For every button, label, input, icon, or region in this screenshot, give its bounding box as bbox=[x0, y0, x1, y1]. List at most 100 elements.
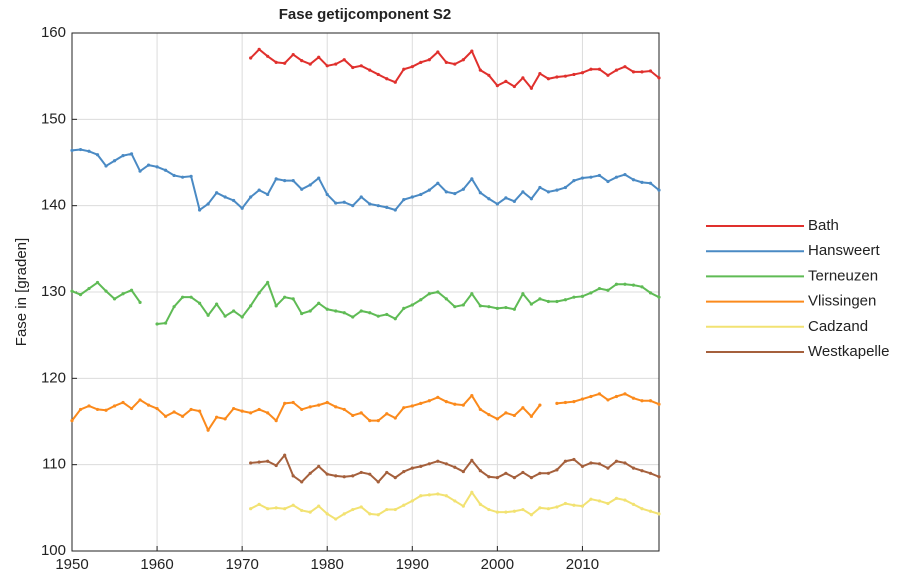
point bbox=[393, 476, 397, 480]
point bbox=[376, 513, 380, 517]
point bbox=[308, 183, 312, 187]
point bbox=[300, 311, 304, 316]
point bbox=[266, 280, 270, 285]
point bbox=[291, 474, 295, 478]
point bbox=[453, 402, 457, 406]
point bbox=[470, 177, 474, 181]
point bbox=[555, 401, 559, 405]
point bbox=[640, 285, 644, 289]
point bbox=[163, 414, 168, 418]
point bbox=[308, 62, 312, 66]
point bbox=[249, 304, 253, 308]
point bbox=[257, 407, 261, 412]
point bbox=[521, 76, 525, 80]
point bbox=[104, 289, 108, 293]
point bbox=[529, 302, 533, 306]
point bbox=[657, 475, 661, 479]
point bbox=[376, 419, 380, 423]
point bbox=[376, 480, 380, 484]
point bbox=[342, 58, 346, 62]
point bbox=[249, 507, 253, 511]
point bbox=[206, 202, 210, 206]
point bbox=[597, 462, 602, 466]
point bbox=[325, 512, 329, 516]
point bbox=[640, 399, 644, 403]
point bbox=[487, 305, 491, 309]
point bbox=[555, 468, 559, 472]
point bbox=[487, 197, 491, 201]
point bbox=[385, 470, 389, 475]
point bbox=[189, 407, 193, 412]
point bbox=[470, 458, 474, 462]
point bbox=[146, 163, 151, 167]
point bbox=[121, 153, 125, 158]
point bbox=[589, 175, 593, 179]
point bbox=[155, 406, 159, 411]
point bbox=[70, 148, 74, 153]
point bbox=[444, 462, 448, 466]
point bbox=[87, 286, 91, 291]
point bbox=[385, 312, 389, 317]
point bbox=[223, 314, 227, 318]
point bbox=[453, 499, 457, 503]
point bbox=[623, 65, 627, 69]
point bbox=[283, 61, 287, 65]
point bbox=[478, 191, 482, 195]
point bbox=[180, 414, 185, 418]
point bbox=[623, 461, 627, 465]
legend-label: Hansweert bbox=[808, 242, 881, 259]
point bbox=[138, 300, 142, 304]
point bbox=[495, 202, 499, 206]
point bbox=[623, 498, 627, 502]
point bbox=[232, 406, 236, 411]
point bbox=[402, 406, 406, 410]
point bbox=[351, 315, 355, 319]
point bbox=[129, 152, 134, 156]
point bbox=[563, 298, 568, 302]
point bbox=[478, 502, 482, 506]
point bbox=[546, 77, 551, 81]
point bbox=[410, 499, 414, 503]
point bbox=[300, 480, 304, 484]
point bbox=[172, 173, 176, 178]
point bbox=[640, 180, 644, 184]
point bbox=[580, 397, 585, 401]
point bbox=[266, 411, 270, 415]
point bbox=[223, 195, 227, 199]
point bbox=[78, 292, 83, 297]
point bbox=[512, 509, 516, 513]
point bbox=[648, 509, 653, 513]
point bbox=[342, 407, 346, 412]
legend-label: Westkapelle bbox=[808, 343, 889, 360]
point bbox=[470, 292, 474, 296]
point bbox=[538, 506, 542, 510]
point bbox=[487, 507, 491, 512]
point bbox=[368, 419, 372, 423]
point bbox=[623, 282, 627, 286]
point bbox=[70, 289, 74, 293]
point bbox=[70, 419, 74, 423]
point bbox=[368, 472, 372, 476]
point bbox=[215, 415, 219, 419]
point bbox=[334, 62, 338, 66]
point bbox=[623, 392, 627, 396]
x-tick-label: 1990 bbox=[396, 556, 429, 573]
point bbox=[461, 58, 465, 62]
point bbox=[325, 400, 329, 405]
point bbox=[521, 406, 525, 410]
x-tick-label: 1980 bbox=[311, 556, 344, 573]
point bbox=[240, 206, 244, 210]
point bbox=[283, 179, 287, 183]
point bbox=[206, 428, 210, 432]
point bbox=[580, 176, 585, 180]
point bbox=[342, 200, 346, 204]
point bbox=[597, 67, 602, 71]
point bbox=[444, 60, 448, 64]
point bbox=[640, 469, 644, 473]
point bbox=[538, 471, 542, 475]
point bbox=[555, 505, 559, 509]
y-tick-label: 140 bbox=[41, 197, 66, 214]
point bbox=[521, 292, 525, 296]
point bbox=[368, 311, 372, 315]
y-tick-label: 160 bbox=[41, 24, 66, 41]
